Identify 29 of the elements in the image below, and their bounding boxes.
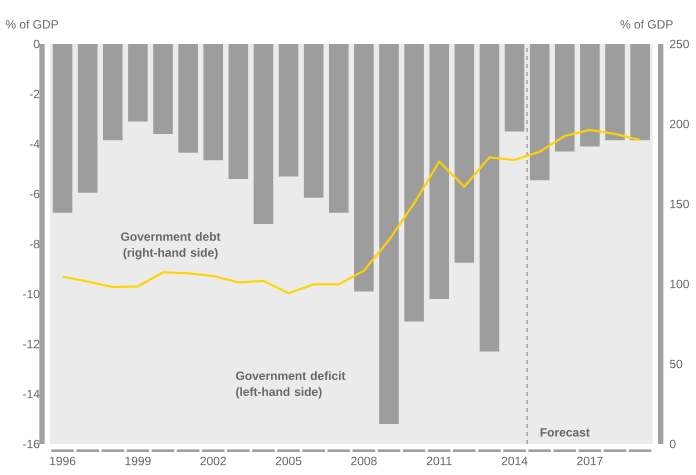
- y-tick-label: 0: [34, 40, 40, 48]
- x-tick-label: 1999: [125, 456, 151, 466]
- y2-axis-title: % of GDP: [620, 20, 673, 29]
- x-tick-label: 2002: [200, 456, 226, 466]
- x-tick-label: 2008: [351, 456, 377, 466]
- series-label: Government debt (right-hand side): [121, 232, 220, 260]
- y-tick-label: -16: [23, 440, 40, 448]
- text: Government deficit (left-hand side): [236, 371, 346, 398]
- x-tick-label: 2017: [577, 456, 603, 466]
- x-tick-label: 2014: [502, 456, 528, 466]
- y2-tick-label: 200: [670, 120, 689, 128]
- y-axis-title: % of GDP: [6, 20, 58, 29]
- y-tick-label: -10: [23, 290, 40, 298]
- y-tick-label: -6: [30, 190, 40, 198]
- y-tick-label: -2: [30, 90, 40, 98]
- x-tick-label: 2011: [426, 456, 452, 466]
- y2-tick-label: 0: [670, 440, 676, 448]
- y2-tick-label: 100: [670, 280, 689, 288]
- y2-tick-label: 250: [670, 40, 689, 48]
- line-series: [61, 128, 642, 294]
- ref-line-label: Forecast: [540, 428, 590, 437]
- x-tick-label: 1996: [50, 456, 76, 466]
- y2-tick-label: 150: [670, 200, 689, 208]
- y2-tick-label: 50: [670, 360, 682, 368]
- y-tick-label: -12: [23, 340, 40, 348]
- x-tick-label: 2005: [276, 456, 302, 466]
- y-tick-label: -8: [30, 240, 40, 248]
- y-tick-label: -14: [23, 390, 40, 398]
- y-tick-label: -4: [30, 140, 40, 148]
